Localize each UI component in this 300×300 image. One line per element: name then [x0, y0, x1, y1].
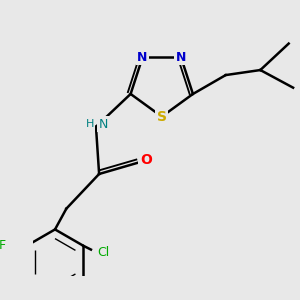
Text: Cl: Cl: [98, 246, 110, 259]
Text: S: S: [157, 110, 167, 124]
Text: F: F: [0, 239, 6, 252]
Text: N: N: [99, 118, 108, 131]
Text: N: N: [176, 51, 186, 64]
Text: N: N: [137, 51, 148, 64]
Text: O: O: [140, 153, 152, 167]
Text: H: H: [85, 119, 94, 129]
